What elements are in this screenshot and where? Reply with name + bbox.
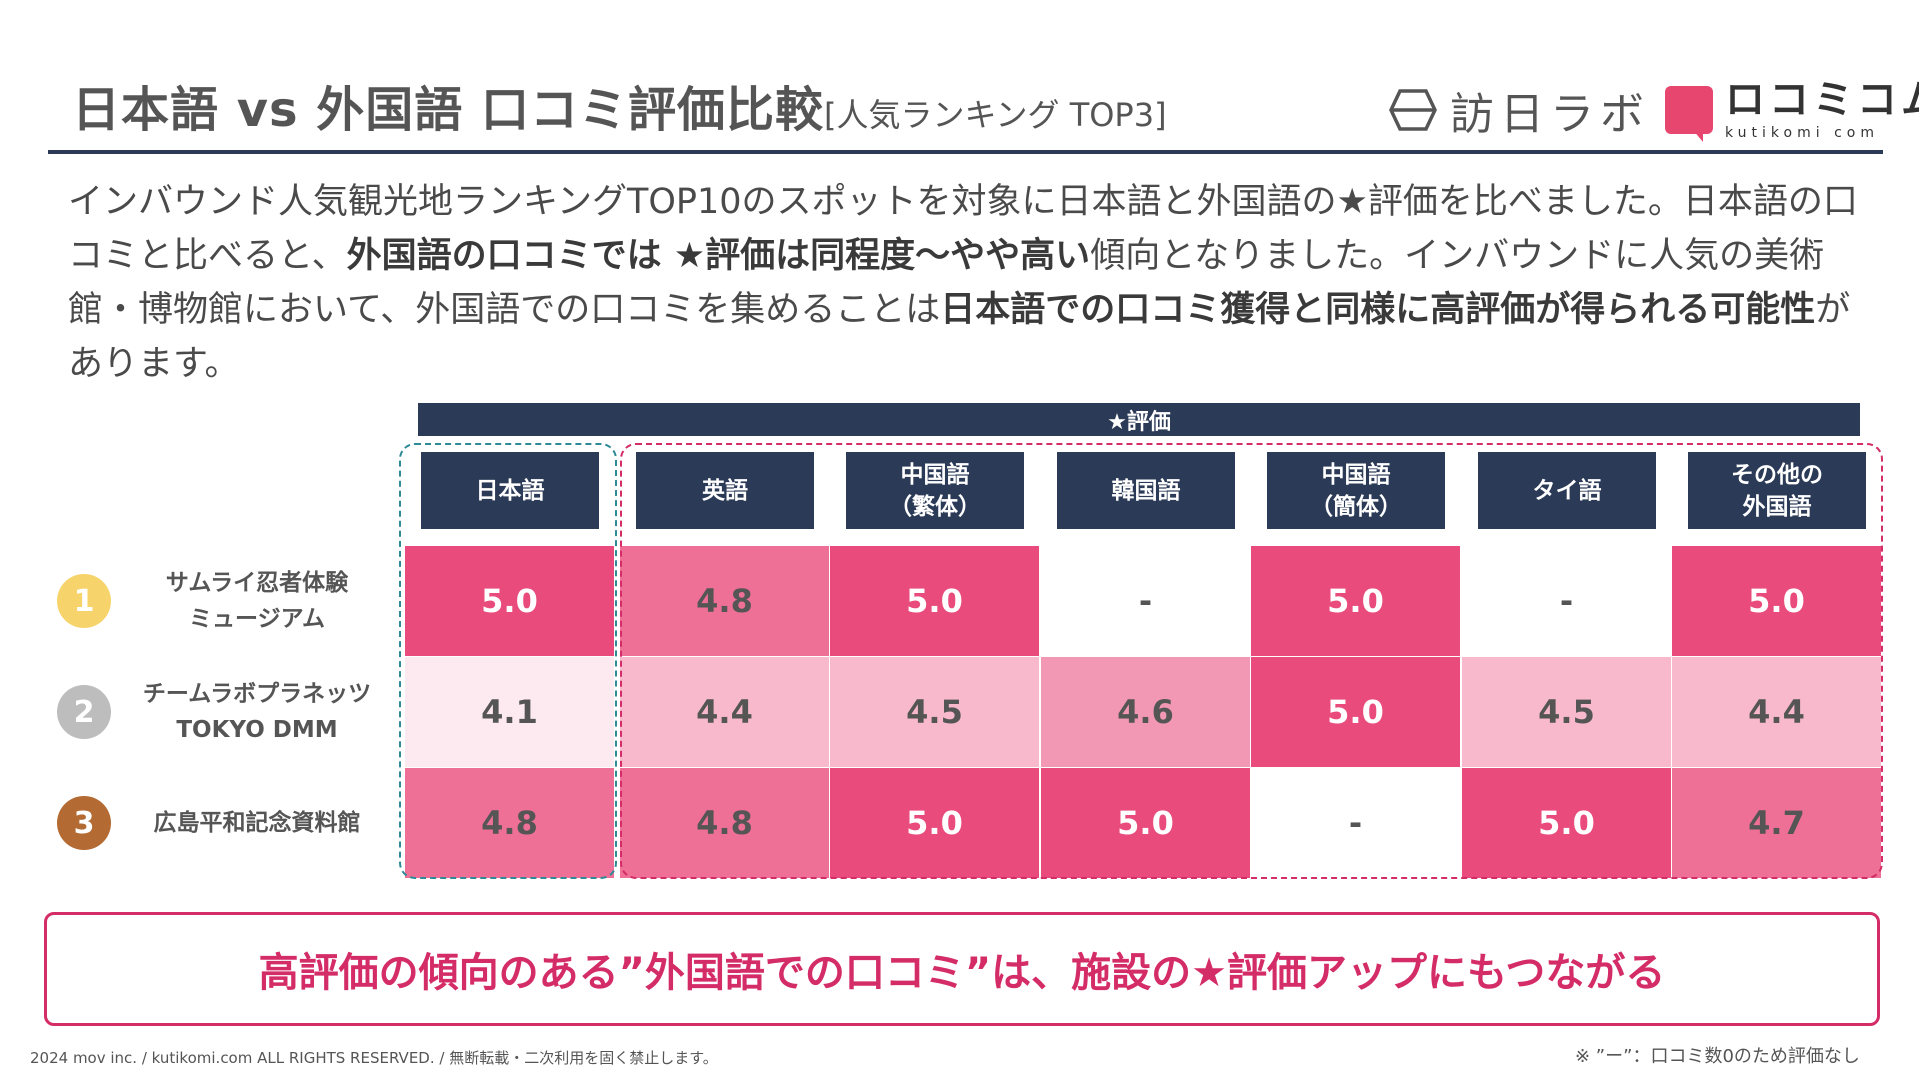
rating-cell: 4.7 [1672, 768, 1882, 879]
houyou-lab-logo-text: 訪日ラボ [1450, 89, 1650, 140]
rating-cell: 4.4 [1672, 657, 1882, 768]
rating-cell: 5.0 [1251, 546, 1461, 657]
rating-cell: 4.8 [405, 768, 615, 879]
japanese-column-highlight [399, 443, 617, 879]
header-divider [48, 150, 1883, 154]
rating-cell: - [1462, 546, 1672, 657]
houyou-lab-logo: 訪日ラボ [1388, 82, 1650, 140]
kutikomi-logo-subtext: kutikomi com [1725, 125, 1879, 141]
rank-badge: 2 [57, 685, 111, 739]
intro-text-2: 傾向となりました。インバウンドに人気の美術館・博物館において、外国語での口コミを… [68, 236, 1825, 330]
conclusion-callout: 高評価の傾向のある”外国語での口コミ”は、施設の★評価アップにもつながる [44, 912, 1880, 1026]
intro-bold-1: 外国語の口コミでは ★評価は同程度〜やや高い [346, 236, 1091, 276]
rating-cell: 5.0 [1251, 657, 1461, 768]
intro-text-1: インバウンド人気観光地ランキングTOP10のスポットを対象に日本語と外国語の★評… [68, 182, 1858, 276]
column-header: 中国語 （繁体） [846, 452, 1024, 529]
rating-cell: 4.6 [1041, 657, 1251, 768]
copyright-notice: 2024 mov inc. / kutikomi.com ALL RIGHTS … [30, 1049, 718, 1067]
rating-cell: 5.0 [405, 546, 615, 657]
hexagon-logo-icon [1389, 89, 1437, 131]
rating-cell: 5.0 [1041, 768, 1251, 879]
rating-cell: 4.8 [620, 546, 830, 657]
intro-bold-2: 日本語での口コミ獲得と同様に高評価が得られる可能性 [940, 290, 1816, 330]
foreign-columns-highlight [620, 443, 1883, 879]
column-header: 日本語 [421, 452, 599, 529]
rating-cell: 5.0 [830, 546, 1040, 657]
column-header: 中国語 （簡体） [1267, 452, 1445, 529]
rating-cell: 4.4 [620, 657, 830, 768]
conclusion-text: 高評価の傾向のある”外国語での口コミ”は、施設の★評価アップにもつながる [258, 950, 1666, 996]
rank-badge: 3 [57, 796, 111, 850]
kutikomi-logo: ロコミコム kutikomi com [1665, 77, 1919, 142]
rating-cell: 4.5 [1462, 657, 1672, 768]
kutikomi-logo-text: ロコミコム [1725, 77, 1919, 123]
page-title-sub: [人気ランキング TOP3] [824, 96, 1167, 134]
facility-name: 広島平和記念資料館 [153, 810, 361, 836]
column-header: その他の 外国語 [1688, 452, 1866, 529]
page-title-main: 日本語 vs 外国語 口コミ評価比較 [72, 82, 824, 138]
rating-cell: 4.1 [405, 657, 615, 768]
page-title: 日本語 vs 外国語 口コミ評価比較[人気ランキング TOP3] [72, 70, 1167, 140]
rating-cell: 5.0 [1462, 768, 1672, 879]
column-header: 英語 [636, 452, 814, 529]
intro-paragraph: インバウンド人気観光地ランキングTOP10のスポットを対象に日本語と外国語の★評… [68, 175, 1868, 391]
facility-name: サムライ忍者体験 ミュージアム [165, 570, 349, 632]
rating-cell: - [1251, 768, 1461, 879]
footnote: ※ ”ー”：口コミ数0のため評価なし [1575, 1046, 1860, 1067]
rating-cell: 4.8 [620, 768, 830, 879]
rating-cell: 5.0 [1672, 546, 1882, 657]
rating-cell: 5.0 [830, 768, 1040, 879]
column-header: 韓国語 [1057, 452, 1235, 529]
speech-bubble-icon [1665, 86, 1713, 142]
column-header: タイ語 [1478, 452, 1656, 529]
rating-cell: - [1041, 546, 1251, 657]
intro-text-3: があります。 [68, 290, 1851, 384]
rank-badge: 1 [57, 574, 111, 628]
facility-name: チームラボプラネッツ TOKYO DMM [142, 681, 372, 743]
rating-cell: 4.5 [830, 657, 1040, 768]
rating-group-header: ★評価 [418, 403, 1860, 436]
